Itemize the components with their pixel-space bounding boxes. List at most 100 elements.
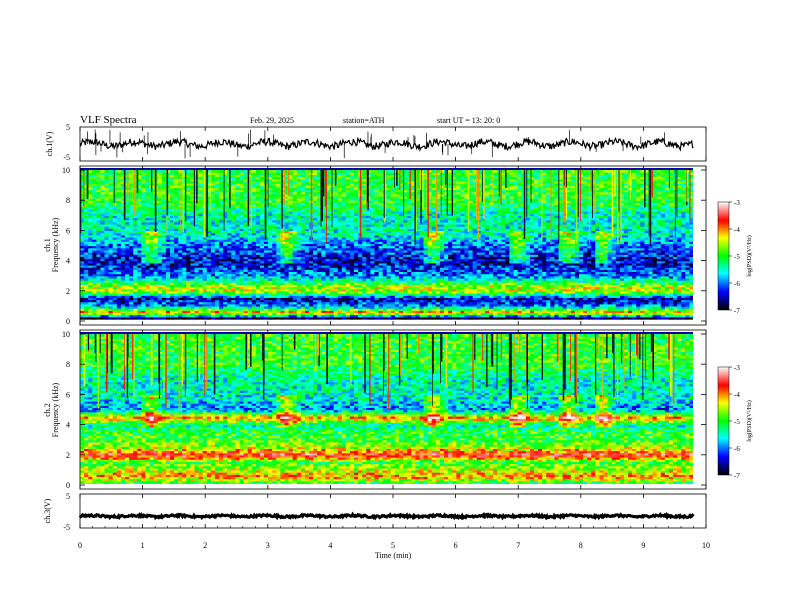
spectrogram-cell	[489, 260, 494, 264]
spectrogram-cell	[603, 267, 609, 270]
spectrogram-cell	[587, 314, 592, 318]
spectrogram-cell	[480, 252, 486, 255]
spectrogram-cell	[92, 286, 97, 290]
spectrogram-cell	[489, 305, 494, 309]
spectrogram-cell	[611, 273, 617, 277]
spectrogram-cell	[493, 284, 498, 288]
spectrogram-cell	[378, 280, 384, 283]
spectrogram-cell	[231, 260, 236, 264]
spectrogram-cell	[480, 273, 486, 277]
spectrogram-cell	[636, 308, 641, 311]
spectrogram-cell	[227, 286, 232, 290]
spectrogram-cell	[120, 273, 126, 277]
spectrogram-cell	[190, 286, 196, 290]
spectrogram-cell	[210, 288, 216, 292]
spectrogram-cell	[411, 262, 416, 266]
spectrogram-cell	[546, 258, 551, 262]
spectrogram-cell	[472, 269, 478, 272]
spectrogram-cell	[619, 303, 625, 307]
spectrogram-cell	[255, 258, 261, 262]
spectrogram-cell	[554, 254, 560, 257]
spectrogram-cell	[689, 290, 693, 294]
spectrogram-cell	[419, 258, 425, 262]
spectrogram-cell	[493, 310, 498, 313]
spectrogram-cell	[362, 310, 367, 313]
spectrogram-cell	[255, 286, 261, 290]
spectrogram-cell	[288, 290, 294, 294]
spectrogram-cell	[407, 252, 412, 255]
spectrogram-cell	[251, 262, 257, 266]
spectrogram-cell	[615, 312, 621, 316]
spectrogram-cell	[411, 284, 416, 288]
spectrogram-cell	[403, 249, 408, 253]
spectrogram-cell	[125, 267, 130, 270]
spectrogram-cell	[677, 290, 682, 294]
spectrogram-cell	[382, 312, 388, 316]
spectrogram-cell	[337, 256, 343, 260]
spectrogram-cell	[223, 267, 228, 270]
spectrogram-cell	[444, 267, 449, 270]
spectrogram-cell	[92, 316, 97, 320]
spectrogram-cell	[100, 293, 106, 296]
spectrogram-cell	[493, 277, 498, 281]
spectrogram-cell	[652, 269, 658, 272]
spectrogram-cell	[583, 256, 588, 260]
spectrogram-cell	[468, 252, 474, 255]
spectrogram-cell	[378, 316, 384, 320]
spectrogram-cell	[415, 260, 421, 264]
spectrogram-cell	[399, 288, 404, 292]
spectrogram-cell	[145, 256, 151, 260]
spectrogram-cell	[660, 299, 666, 303]
spectrogram-cell	[660, 316, 666, 320]
spectrogram-cell	[529, 305, 535, 309]
spectrogram-cell	[288, 297, 294, 301]
spectrogram-cell	[403, 258, 408, 262]
spectrogram-cell	[509, 267, 515, 270]
spectrogram-cell	[419, 312, 425, 316]
spectrogram-cell	[80, 271, 85, 275]
spectrogram-cell	[472, 310, 478, 313]
spectrogram-cell	[120, 299, 126, 303]
spectrogram-cell	[538, 262, 543, 266]
spectrogram-cell	[304, 258, 310, 262]
spectrogram-cell	[206, 316, 212, 320]
spectrogram-cell	[366, 267, 371, 270]
spectrogram-cell	[198, 301, 204, 305]
spectrogram-cell	[632, 299, 637, 303]
spectrogram-cell	[157, 269, 163, 272]
spectrogram-cell	[562, 297, 568, 301]
spectrogram-cell	[337, 297, 343, 301]
spectrogram-cell	[247, 271, 253, 275]
spectrogram-cell	[521, 301, 527, 305]
spectrogram-cell	[456, 308, 461, 311]
spectrogram-cell	[198, 282, 204, 285]
spectrogram-cell	[349, 269, 355, 272]
spectrogram-cell	[673, 314, 678, 318]
spectrogram-cell	[174, 310, 179, 313]
spectrogram-cell	[497, 273, 502, 277]
spectrogram-cell	[329, 267, 335, 270]
spectrogram-cell	[399, 293, 404, 296]
spectrogram-cell	[219, 258, 224, 262]
spectrogram-cell	[202, 249, 208, 253]
spectrogram-cell	[407, 258, 412, 262]
spectrogram-cell	[415, 262, 421, 266]
spectrogram-cell	[260, 314, 265, 318]
spectrogram-cell	[619, 256, 625, 260]
spectrogram-cell	[681, 277, 686, 281]
spectrogram-cell	[215, 310, 220, 313]
spectrogram-cell	[648, 288, 654, 292]
spectrogram-cell	[628, 314, 633, 318]
spectrogram-cell	[501, 299, 506, 303]
spectrogram-cell	[640, 312, 645, 316]
spectrogram-cell	[345, 286, 351, 290]
spectrogram-cell	[489, 267, 494, 270]
spectrogram-cell	[566, 295, 572, 298]
spectrogram-cell	[513, 271, 519, 275]
spectrogram-cell	[141, 297, 146, 301]
spectrogram-cell	[513, 275, 519, 279]
spectrogram-cell	[354, 273, 359, 277]
spectrogram-cell	[292, 249, 298, 253]
spectrogram-cell	[546, 316, 551, 320]
spectrogram-cell	[161, 303, 167, 307]
